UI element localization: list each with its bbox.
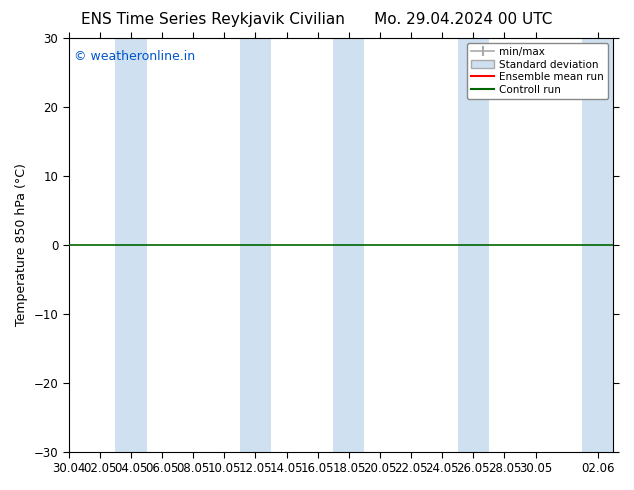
Legend: min/max, Standard deviation, Ensemble mean run, Controll run: min/max, Standard deviation, Ensemble me… [467,43,608,99]
Text: © weatheronline.in: © weatheronline.in [74,50,195,63]
Bar [240,38,271,452]
Text: ENS Time Series Reykjavik Civilian      Mo. 29.04.2024 00 UTC: ENS Time Series Reykjavik Civilian Mo. 2… [81,12,553,27]
Bar [333,38,365,452]
Bar [582,38,614,452]
Y-axis label: Temperature 850 hPa (°C): Temperature 850 hPa (°C) [15,163,28,326]
Bar [115,38,146,452]
Bar [458,38,489,452]
